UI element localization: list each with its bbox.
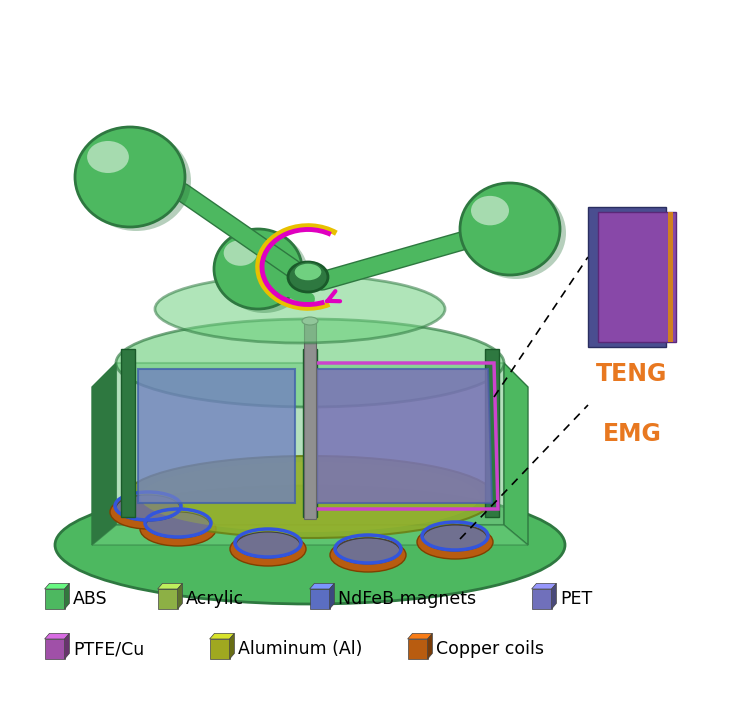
Polygon shape — [598, 212, 676, 342]
Text: EMG: EMG — [603, 422, 662, 446]
Polygon shape — [116, 363, 504, 525]
Ellipse shape — [471, 196, 509, 226]
Ellipse shape — [214, 229, 302, 309]
Polygon shape — [45, 633, 69, 639]
Polygon shape — [209, 633, 234, 639]
Polygon shape — [92, 525, 528, 545]
Ellipse shape — [146, 512, 210, 538]
Ellipse shape — [230, 532, 306, 566]
Polygon shape — [316, 369, 492, 503]
Text: Aluminum (Al): Aluminum (Al) — [238, 640, 362, 658]
Text: PTFE/Cu: PTFE/Cu — [73, 640, 144, 658]
Ellipse shape — [330, 538, 406, 572]
Polygon shape — [45, 583, 69, 589]
Ellipse shape — [125, 456, 495, 538]
Polygon shape — [65, 583, 69, 609]
Ellipse shape — [55, 486, 565, 604]
Polygon shape — [504, 363, 528, 545]
Text: Acrylic: Acrylic — [186, 590, 244, 608]
Ellipse shape — [155, 275, 445, 343]
Ellipse shape — [220, 233, 308, 313]
Ellipse shape — [116, 495, 180, 521]
Polygon shape — [551, 583, 556, 609]
Polygon shape — [588, 207, 666, 347]
Ellipse shape — [140, 462, 480, 532]
Polygon shape — [531, 583, 556, 589]
Text: ABS: ABS — [73, 590, 107, 608]
Ellipse shape — [417, 525, 493, 559]
Polygon shape — [316, 369, 492, 503]
Polygon shape — [408, 633, 432, 639]
Text: NdFeB magnets: NdFeB magnets — [338, 590, 476, 608]
Text: PET: PET — [560, 590, 592, 608]
Polygon shape — [178, 583, 182, 609]
Bar — [304, 321, 316, 519]
Ellipse shape — [75, 127, 185, 227]
Bar — [121, 349, 135, 517]
Polygon shape — [157, 589, 178, 609]
Bar — [668, 212, 673, 342]
Ellipse shape — [423, 525, 487, 551]
Polygon shape — [45, 589, 65, 609]
Polygon shape — [408, 639, 428, 659]
Bar — [485, 349, 499, 517]
Ellipse shape — [140, 512, 216, 546]
Text: Copper coils: Copper coils — [436, 640, 544, 658]
Polygon shape — [309, 589, 329, 609]
Ellipse shape — [466, 187, 566, 279]
Text: TENG: TENG — [596, 362, 667, 386]
Polygon shape — [157, 583, 182, 589]
Polygon shape — [209, 639, 229, 659]
Polygon shape — [65, 633, 69, 659]
Ellipse shape — [116, 319, 504, 407]
Polygon shape — [138, 369, 295, 503]
Ellipse shape — [81, 131, 191, 231]
Polygon shape — [45, 639, 65, 659]
Polygon shape — [428, 633, 432, 659]
Bar — [303, 349, 317, 517]
Polygon shape — [329, 583, 334, 609]
Ellipse shape — [302, 317, 318, 325]
Polygon shape — [309, 583, 334, 589]
Ellipse shape — [460, 183, 560, 275]
Ellipse shape — [288, 262, 328, 292]
Ellipse shape — [294, 263, 322, 281]
Polygon shape — [531, 589, 551, 609]
Polygon shape — [229, 633, 234, 659]
Ellipse shape — [110, 495, 186, 529]
Ellipse shape — [87, 141, 129, 173]
Ellipse shape — [236, 532, 300, 558]
Ellipse shape — [336, 538, 400, 564]
Polygon shape — [92, 363, 116, 545]
Ellipse shape — [223, 240, 257, 266]
